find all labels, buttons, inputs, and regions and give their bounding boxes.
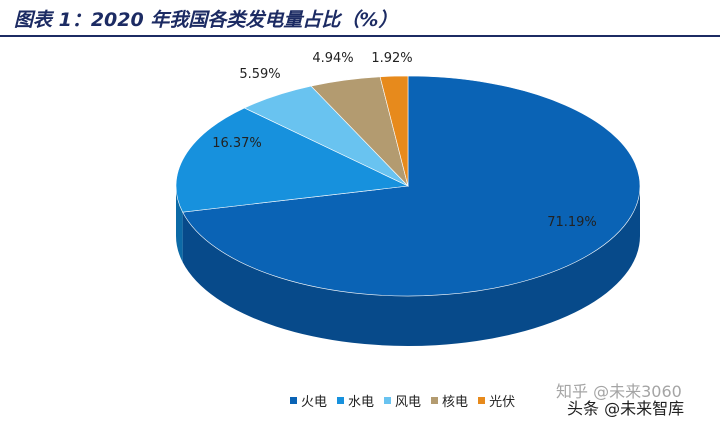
legend-label-wind: 风电 (395, 395, 422, 410)
data-label-nuclear: 4.94% (312, 51, 353, 66)
legend-swatch-fire (290, 397, 297, 404)
data-label-hydro: 16.37% (212, 136, 262, 151)
legend-item-wind: 风电 (384, 391, 421, 410)
legend-swatch-hydro (337, 397, 345, 404)
legend-item-solar: 光伏 (478, 391, 515, 410)
legend-label-nuclear: 核电 (442, 395, 469, 410)
legend-swatch-nuclear (431, 397, 439, 404)
pie-slice-solar (379, 75, 409, 187)
pie-slice-fire (182, 75, 641, 297)
title-divider (0, 35, 720, 37)
watermark-zhihu: 知乎 @未来3060 (556, 382, 682, 401)
legend-label-fire: 火电 (301, 395, 328, 410)
legend-item-hydro: 水电 (337, 391, 374, 410)
legend-swatch-wind (384, 397, 392, 404)
data-label-solar: 1.92% (371, 51, 412, 66)
chart-title: 图表 1：2020 年我国各类发电量占比（%） (14, 9, 398, 31)
legend-item-nuclear: 核电 (431, 391, 468, 410)
pie-side-hydro (176, 186, 183, 263)
legend-swatch-solar (478, 397, 486, 404)
watermark-toutiao: 头条 @未来智库 (567, 399, 685, 418)
data-label-fire: 71.19% (547, 215, 597, 230)
legend-label-hydro: 水电 (348, 395, 375, 410)
legend: 火电 水电 风电 核电 光伏 (290, 391, 515, 410)
pie-slice-hydro (175, 107, 410, 213)
data-label-wind: 5.59% (239, 67, 280, 82)
pie-side-fire (182, 186, 641, 346)
legend-label-solar: 光伏 (489, 395, 516, 410)
legend-item-fire: 火电 (290, 391, 327, 410)
